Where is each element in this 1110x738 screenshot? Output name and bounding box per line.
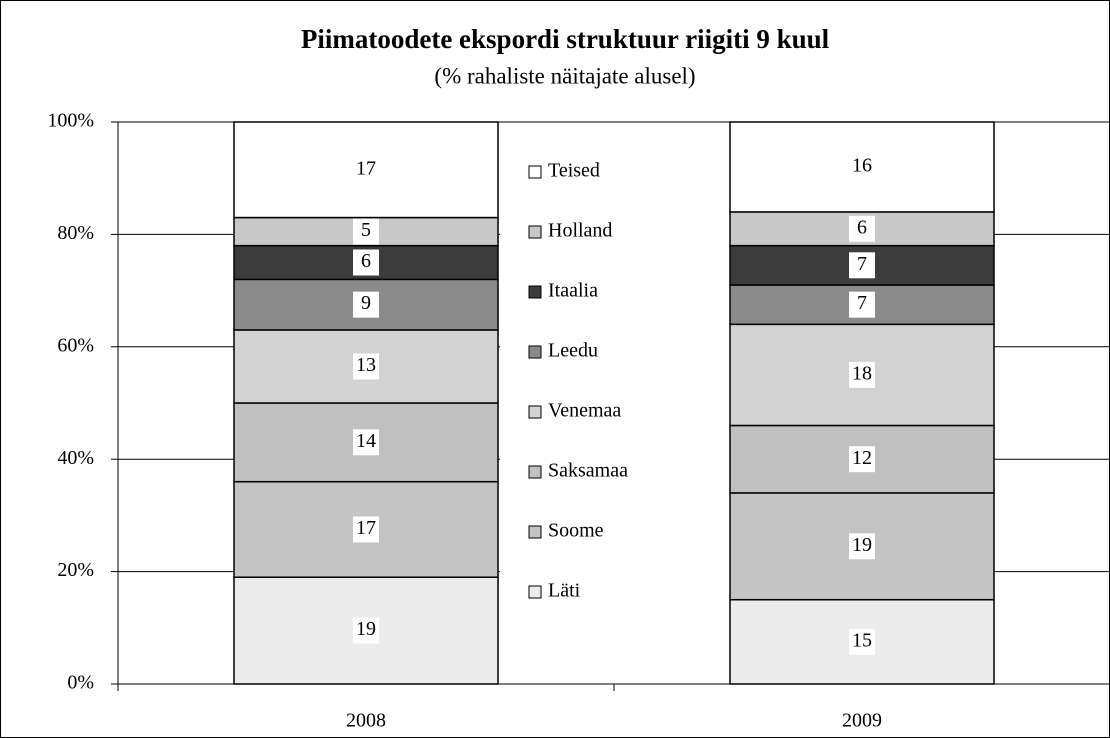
data-label: 19 <box>356 618 376 640</box>
data-label-box <box>353 516 379 543</box>
data-label: 17 <box>356 517 376 539</box>
x-tick-label: 2009 <box>842 710 882 732</box>
legend-label: Holland <box>548 220 612 242</box>
data-label: 16 <box>852 155 872 177</box>
y-tick-label: 60% <box>57 334 94 356</box>
data-label-box <box>849 628 875 655</box>
data-label: 14 <box>356 430 376 452</box>
legend-swatch <box>528 285 542 299</box>
y-tick-label: 40% <box>57 447 94 469</box>
legend-label: Venemaa <box>548 400 621 422</box>
legend-swatch <box>528 585 542 599</box>
legend-box <box>500 142 732 622</box>
legend-label: Leedu <box>548 340 598 362</box>
data-label-box <box>353 156 379 183</box>
legend-label: Läti <box>548 580 581 602</box>
data-label-box <box>353 617 379 644</box>
y-tick-label: 80% <box>57 222 94 244</box>
data-label: 9 <box>361 292 371 314</box>
legend-label: Itaalia <box>548 280 598 302</box>
data-label-box <box>849 446 875 473</box>
data-label-box <box>849 153 875 180</box>
data-label-box <box>353 249 379 276</box>
legend-label: Saksamaa <box>548 460 628 482</box>
y-tick-label: 20% <box>57 559 94 581</box>
data-label-box <box>849 215 875 242</box>
data-label-box <box>353 218 379 245</box>
data-label: 19 <box>852 534 872 556</box>
legend-swatch <box>528 345 542 359</box>
y-tick-label: 100% <box>47 110 94 132</box>
data-label: 18 <box>852 362 872 384</box>
y-tick-label: 0% <box>67 672 94 694</box>
legend-swatch <box>528 165 542 179</box>
data-label-box <box>849 533 875 560</box>
data-label: 13 <box>356 354 376 376</box>
data-label-box <box>849 252 875 279</box>
data-label: 5 <box>361 219 371 241</box>
x-tick-label: 2008 <box>346 710 386 732</box>
legend-label: Soome <box>548 520 604 542</box>
data-label: 17 <box>356 157 376 179</box>
legend-swatch <box>528 465 542 479</box>
chart-subtitle: (% rahaliste näitajate alusel) <box>434 63 695 88</box>
data-label-box <box>353 429 379 456</box>
data-label: 6 <box>857 216 867 238</box>
data-label: 7 <box>857 253 867 275</box>
legend-swatch <box>528 525 542 539</box>
data-label-box <box>353 353 379 380</box>
legend-swatch <box>528 225 542 239</box>
data-label: 12 <box>852 447 872 469</box>
legend-label: Teised <box>548 160 600 182</box>
chart-title: Piimatoodete ekspordi struktuur riigiti … <box>301 24 830 54</box>
data-label: 6 <box>361 250 371 272</box>
legend-swatch <box>528 405 542 419</box>
data-label: 7 <box>857 292 867 314</box>
data-label-box <box>353 291 379 318</box>
data-label-box <box>849 361 875 388</box>
data-label: 15 <box>852 629 872 651</box>
data-label-box <box>849 291 875 318</box>
